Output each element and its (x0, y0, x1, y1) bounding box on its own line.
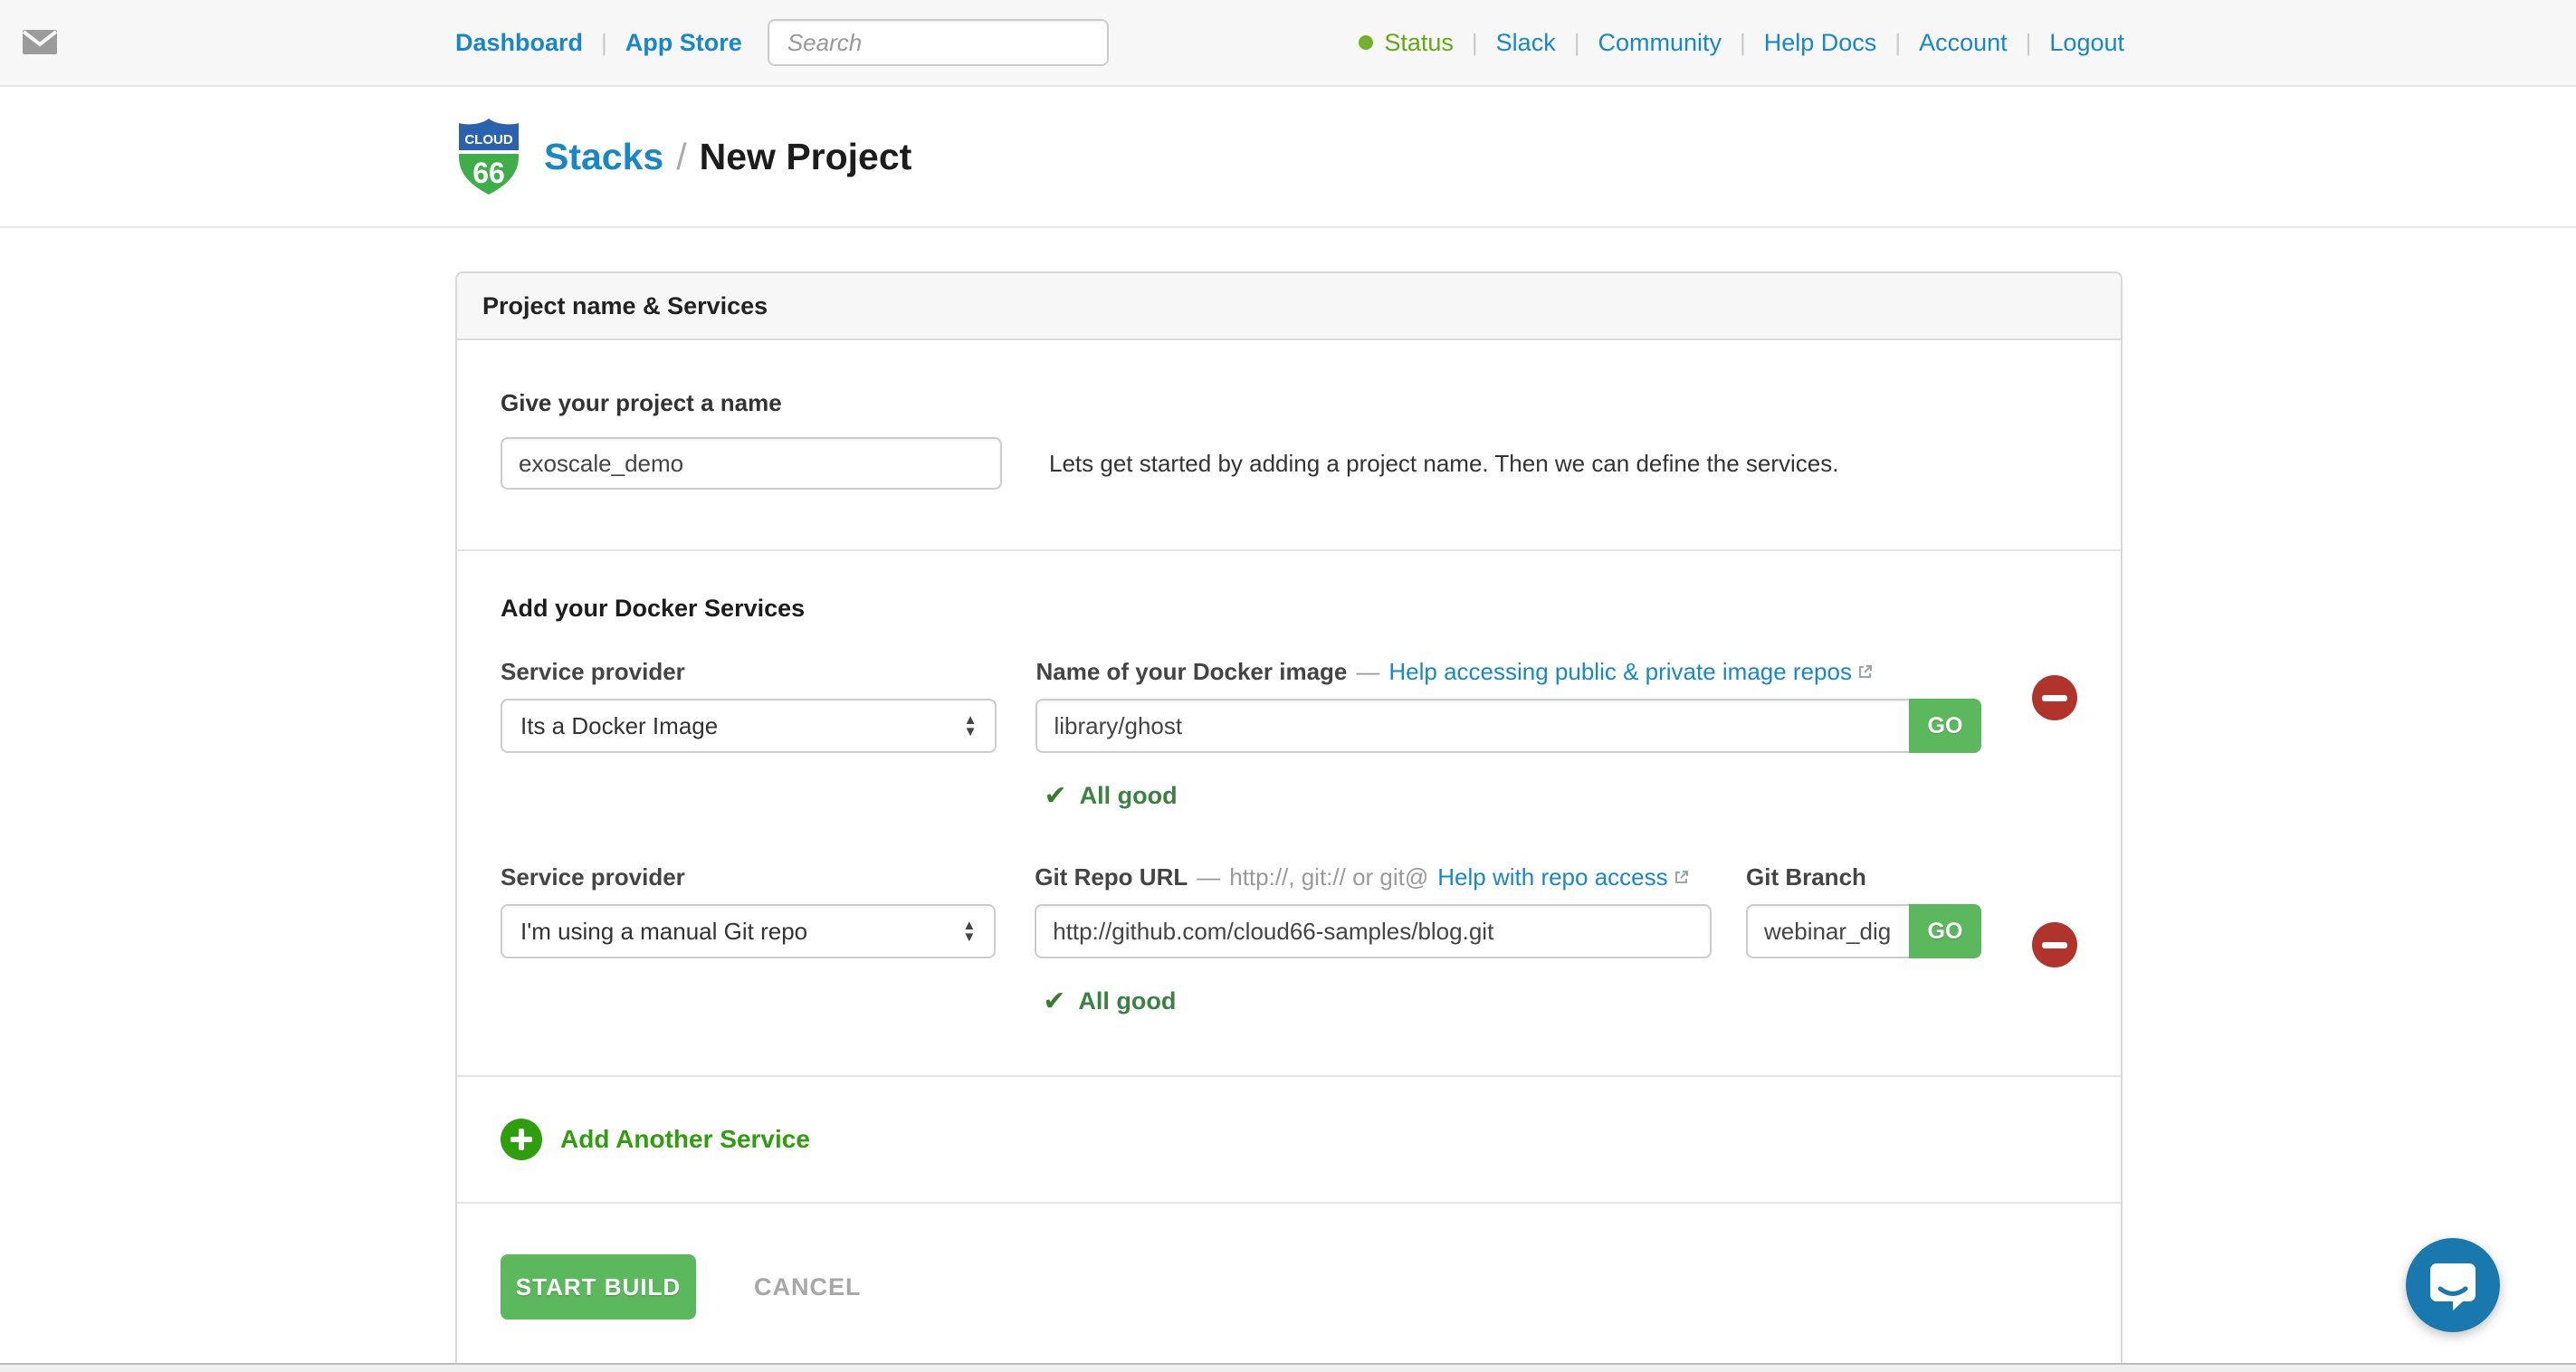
cancel-button[interactable]: CANCEL (754, 1272, 862, 1301)
breadcrumb-separator: / (676, 135, 687, 177)
svg-text:CLOUD: CLOUD (464, 132, 512, 148)
service-provider-select[interactable]: Its a Docker Image ▲ ▼ (501, 699, 997, 753)
project-name-input[interactable] (501, 437, 1002, 490)
page-header: CLOUD 66 Stacks / New Project (0, 87, 2576, 228)
docker-image-help-link[interactable]: Help accessing public & private image re… (1388, 658, 1874, 686)
docker-services-section: Add your Docker Services Service provide… (457, 551, 2121, 1077)
plus-icon (501, 1119, 542, 1160)
breadcrumb: Stacks / New Project (544, 136, 911, 178)
remove-service-button[interactable] (2032, 922, 2077, 967)
docker-image-status: ✔ All good (1044, 781, 1178, 811)
git-repo-help-link[interactable]: Help with repo access (1437, 863, 1689, 891)
nav-right-group: Status | Slack | Community | Help Docs |… (1359, 0, 2124, 85)
nav-slack-link[interactable]: Slack (1495, 28, 1556, 56)
nav-separator: | (1471, 28, 1478, 56)
git-repo-hint: http://, git:// or git@ (1229, 862, 1429, 891)
page-title: New Project (699, 135, 912, 177)
select-arrows-icon: ▲ ▼ (962, 918, 977, 945)
docker-image-input[interactable] (1035, 699, 1909, 753)
status-dot-icon (1359, 35, 1374, 50)
select-arrows-icon: ▲ ▼ (963, 712, 978, 739)
footer-strip (0, 1363, 2576, 1372)
external-link-icon (1858, 665, 1872, 678)
panel-title: Project name & Services (457, 273, 2121, 340)
service-row-docker-image: Service provider Its a Docker Image ▲ ▼ N… (501, 657, 2077, 812)
add-another-service-button[interactable]: Add Another Service (457, 1077, 2121, 1204)
nav-left-group: Dashboard | App Store (455, 0, 1109, 85)
service-row-git-repo: Service provider I'm using a manual Git … (501, 862, 2077, 1017)
nav-logout-link[interactable]: Logout (2049, 28, 2124, 56)
top-nav: Dashboard | App Store Status | Slack | C… (0, 0, 2576, 87)
search-input[interactable] (767, 19, 1109, 66)
project-name-section: Give your project a name Lets get starte… (457, 340, 2121, 551)
actions-section: START BUILD CANCEL (457, 1204, 2121, 1368)
git-repo-status: ✔ All good (1043, 986, 1177, 1016)
chat-launcher-button[interactable] (2406, 1238, 2500, 1332)
git-repo-url-input[interactable] (1035, 904, 1712, 958)
nav-separator: | (601, 28, 607, 56)
nav-account-link[interactable]: Account (1919, 28, 2008, 56)
nav-help-docs-link[interactable]: Help Docs (1763, 28, 1877, 56)
svg-text:66: 66 (472, 157, 505, 189)
project-name-label: Give your project a name (501, 389, 782, 416)
service-provider-label: Service provider (501, 657, 685, 685)
project-name-helper-text: Lets get started by adding a project nam… (1049, 449, 1839, 477)
external-link-icon (1674, 871, 1688, 883)
remove-service-button[interactable] (2032, 675, 2077, 720)
check-icon: ✔ (1043, 986, 1066, 1016)
nav-separator: | (1894, 28, 1902, 56)
nav-separator: | (1740, 28, 1746, 56)
chat-bubble-icon (2430, 1263, 2476, 1310)
nav-status-link[interactable]: Status (1359, 29, 1454, 57)
git-branch-input[interactable] (1746, 904, 1909, 958)
nav-community-link[interactable]: Community (1598, 28, 1722, 56)
mail-icon[interactable] (22, 30, 58, 61)
start-build-button[interactable]: START BUILD (501, 1254, 696, 1320)
git-branch-go-button[interactable]: GO (1909, 904, 1981, 958)
nav-separator: | (1573, 28, 1580, 56)
check-icon: ✔ (1044, 781, 1067, 811)
nav-app-store-link[interactable]: App Store (625, 28, 742, 56)
new-project-panel: Project name & Services Give your projec… (455, 272, 2123, 1370)
docker-image-go-button[interactable]: GO (1909, 699, 1981, 753)
git-branch-label: Git Branch (1746, 862, 1866, 891)
cloud66-logo[interactable]: CLOUD 66 (455, 117, 522, 196)
git-repo-url-label: Git Repo URL (1035, 862, 1188, 891)
nav-dashboard-link[interactable]: Dashboard (455, 28, 584, 56)
service-provider-select[interactable]: I'm using a manual Git repo ▲ ▼ (501, 904, 997, 958)
nav-separator: | (2025, 28, 2032, 56)
docker-image-label: Name of your Docker image (1035, 657, 1348, 685)
services-section-title: Add your Docker Services (501, 595, 806, 622)
breadcrumb-stacks-link[interactable]: Stacks (544, 135, 664, 177)
service-provider-label: Service provider (501, 862, 685, 891)
